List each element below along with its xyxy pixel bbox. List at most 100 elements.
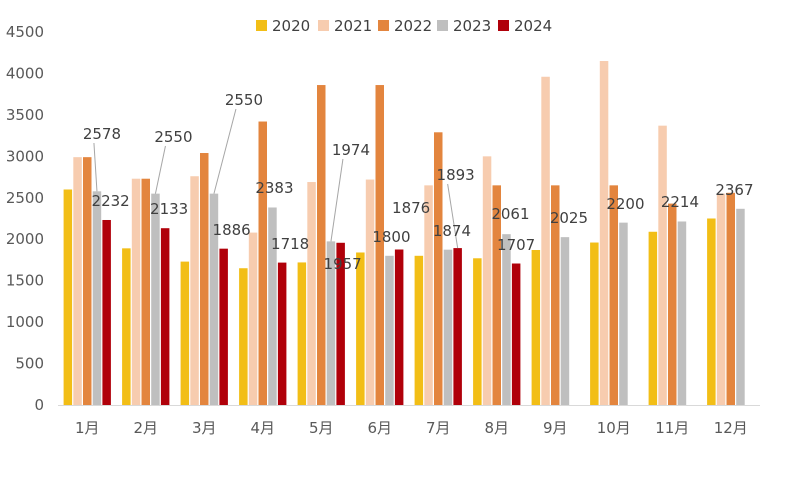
bar-2021-5	[365, 179, 375, 405]
legend-label-2022: 2022	[394, 17, 432, 35]
chart-legend: 2020 2021 2022 2023 2024	[256, 17, 552, 35]
data-label: 2383	[255, 179, 293, 197]
bar-2021-2	[190, 176, 199, 405]
data-label: 2200	[606, 195, 644, 213]
bar-2020-6	[414, 255, 424, 405]
bar-2021-10	[658, 125, 667, 406]
x-tick-label: 10月	[597, 419, 631, 437]
bar-2022-9	[609, 185, 618, 405]
data-label: 1974	[332, 141, 370, 159]
data-labels-group: 2578 2232 2550 2133 2550 1886 2383 1718 1974 1957…	[83, 91, 754, 273]
data-label: 2025	[550, 209, 588, 227]
bar-2021-11	[716, 193, 726, 405]
y-tick-label: 4000	[6, 64, 44, 82]
bar-2023-6	[443, 249, 453, 405]
x-tick-label: 1月	[75, 419, 100, 437]
bar-2023-0	[92, 191, 102, 405]
bar-2021-1	[131, 178, 141, 405]
legend-swatch-2024	[498, 20, 509, 31]
bar-2020-3	[239, 268, 248, 405]
bar-2020-2	[180, 261, 190, 405]
bar-2023-10	[677, 221, 687, 405]
bar-2023-2	[209, 193, 219, 405]
x-tick-label: 7月	[426, 419, 451, 437]
x-tick-label: 12月	[714, 419, 748, 437]
legend-swatch-2020	[256, 20, 267, 31]
bar-2020-8	[531, 249, 541, 405]
bar-2024-4	[336, 242, 345, 405]
legend-label-2023: 2023	[453, 17, 491, 35]
legend-label-2021: 2021	[334, 17, 372, 35]
bar-2023-8	[560, 237, 570, 405]
data-label: 1874	[433, 222, 471, 240]
bar-2022-10	[668, 203, 677, 405]
x-tick-label: 9月	[543, 419, 568, 437]
bar-2021-4	[307, 182, 316, 405]
bar-2020-10	[648, 231, 658, 405]
bar-2024-5	[394, 249, 404, 405]
bar-2024-1	[160, 228, 170, 405]
bar-2022-7	[492, 185, 501, 405]
label-leader-line	[447, 183, 459, 249]
bar-2024-6	[453, 248, 462, 405]
label-leader-line	[330, 158, 344, 242]
bar-2020-9	[590, 242, 599, 405]
bar-2021-9	[599, 61, 609, 406]
x-tick-label: 5月	[309, 419, 334, 437]
label-leader-line	[213, 108, 237, 194]
bar-2023-7	[502, 234, 511, 405]
data-label: 2550	[225, 91, 263, 109]
label-leader-lines	[93, 108, 459, 249]
data-label: 2214	[661, 193, 699, 211]
bar-2020-5	[356, 252, 365, 405]
bar-2020-7	[473, 258, 482, 405]
bar-2021-6	[424, 185, 433, 405]
data-label: 1718	[271, 235, 309, 253]
y-tick-label: 3500	[6, 106, 44, 124]
y-tick-label: 2500	[6, 189, 44, 207]
y-axis: 0 500 1000 1500 2000 2500 3000 3500 4000 4500	[6, 23, 44, 414]
label-leader-line	[154, 145, 166, 194]
data-label: 2367	[715, 181, 753, 199]
data-label: 2133	[150, 200, 188, 218]
data-label: 1707	[497, 236, 535, 254]
legend-label-2024: 2024	[514, 17, 552, 35]
bar-2023-5	[385, 255, 394, 405]
bar-2022-3	[258, 121, 267, 406]
bar-2020-4	[297, 262, 307, 405]
bar-2023-11	[736, 208, 745, 405]
bar-2022-11	[726, 192, 735, 405]
data-label: 2232	[92, 192, 130, 210]
y-tick-label: 0	[34, 396, 44, 414]
data-label: 2578	[83, 125, 121, 143]
bar-2023-9	[619, 222, 628, 405]
bar-2022-0	[83, 157, 92, 405]
x-tick-label: 6月	[367, 419, 392, 437]
y-tick-label: 3000	[6, 147, 44, 165]
x-tick-label: 8月	[484, 419, 509, 437]
label-leader-line	[93, 142, 98, 192]
bar-2024-0	[102, 219, 111, 405]
y-tick-label: 1500	[6, 272, 44, 290]
bar-2023-4	[326, 241, 336, 405]
bar-2021-8	[541, 76, 550, 405]
y-tick-label: 2000	[6, 230, 44, 248]
data-label: 2550	[154, 128, 192, 146]
legend-swatch-2023	[437, 20, 448, 31]
bar-2022-6	[434, 132, 443, 405]
data-label: 1957	[324, 255, 362, 273]
legend-swatch-2022	[378, 20, 389, 31]
y-tick-label: 500	[15, 355, 44, 373]
x-axis: 1月 2月 3月 4月 5月 6月 7月 8月 9月 10月 11月 12月	[58, 405, 760, 437]
data-label: 1800	[372, 228, 410, 246]
y-tick-label: 1000	[6, 313, 44, 331]
bar-2021-3	[248, 232, 258, 405]
bar-2022-4	[317, 85, 326, 405]
bar-2022-2	[200, 153, 209, 405]
bar-2020-1	[122, 248, 131, 405]
x-tick-label: 4月	[250, 419, 275, 437]
data-label: 1893	[437, 166, 475, 184]
legend-swatch-2021	[318, 20, 329, 31]
x-tick-label: 11月	[655, 419, 689, 437]
bar-2024-3	[277, 262, 287, 405]
